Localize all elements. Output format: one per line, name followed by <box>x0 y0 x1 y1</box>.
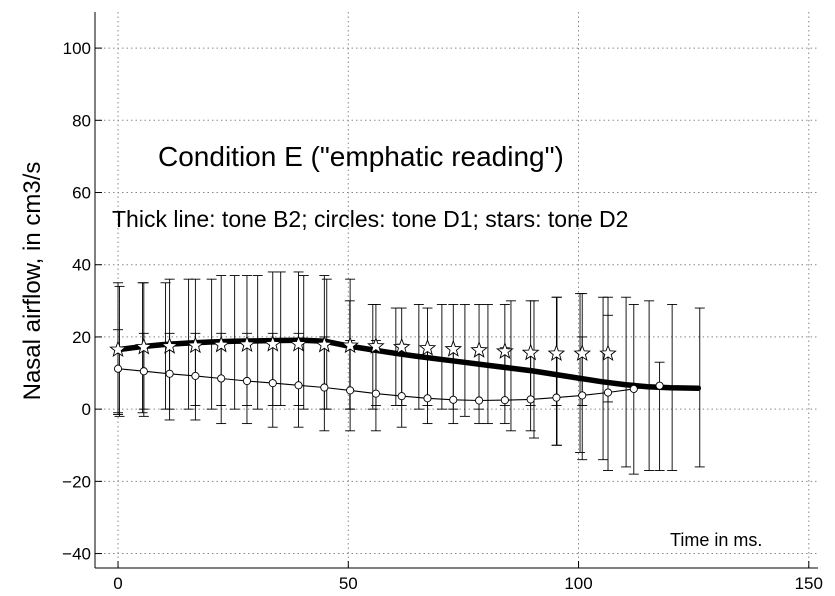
star-marker <box>547 344 566 362</box>
star-marker <box>367 337 385 354</box>
y-tick-label: −20 <box>62 472 91 491</box>
star-marker <box>186 336 205 354</box>
y-axis-label: Nasal airflow, in cm3/s <box>19 162 46 401</box>
x-tick-label: 0 <box>113 574 122 593</box>
y-tick-label: −40 <box>62 545 91 564</box>
star-marker <box>392 337 411 355</box>
x-tick-label: 100 <box>564 574 592 593</box>
circle-marker <box>423 394 432 403</box>
circle-marker <box>320 383 329 392</box>
y-tick-label: 20 <box>72 328 91 347</box>
circle-marker <box>475 396 484 405</box>
y-tick-label: 40 <box>72 256 91 275</box>
y-tick-label: 100 <box>63 39 91 58</box>
x-axis-label: Time in ms. <box>670 530 762 550</box>
y-tick-label: 0 <box>82 400 91 419</box>
circle-marker <box>603 388 613 397</box>
y-tick-label: 80 <box>72 111 91 130</box>
star-marker <box>599 344 617 362</box>
circle-marker <box>139 367 148 376</box>
star-marker <box>160 337 179 354</box>
axes <box>94 12 818 569</box>
star-marker <box>418 338 437 356</box>
circle-marker <box>526 395 535 404</box>
circle-marker <box>397 392 406 401</box>
y-tick-label: 60 <box>72 184 91 203</box>
star-marker <box>134 337 153 355</box>
circle-marker <box>371 389 380 398</box>
series-lines <box>115 337 702 402</box>
circle-marker <box>113 364 123 373</box>
error-bars <box>113 271 705 475</box>
circle-marker <box>578 391 587 400</box>
star-marker <box>444 339 463 357</box>
star-marker <box>315 335 334 353</box>
condition-annotation: Condition E ("emphatic reading") <box>158 141 564 172</box>
star-marker <box>573 344 592 362</box>
legend-note-annotation: Thick line: tone B2; circles: tone D1; s… <box>112 206 628 232</box>
series-line-thin <box>117 368 661 402</box>
circle-marker <box>268 379 277 388</box>
circle-marker <box>165 369 174 378</box>
star-marker <box>495 342 514 359</box>
star-marker <box>521 343 540 361</box>
circle-marker <box>500 396 509 405</box>
circle-marker <box>191 371 200 380</box>
grid <box>95 12 818 568</box>
star-marker <box>238 335 256 353</box>
star-marker <box>470 340 488 358</box>
star-marker <box>289 334 308 352</box>
x-tick-label: 150 <box>795 574 823 593</box>
circle-marker <box>294 381 303 390</box>
circle-marker <box>629 384 638 393</box>
star-marker <box>212 335 231 353</box>
tick-labels: −40 −20 0 20 40 60 80 100 0 50 100 150 <box>62 39 823 593</box>
circle-marker <box>346 386 355 395</box>
star-marker <box>109 340 127 358</box>
circle-marker <box>552 393 561 402</box>
series-line-thick <box>115 337 702 391</box>
star-marker <box>341 336 359 354</box>
circle-marker <box>449 395 458 404</box>
series-markers <box>109 334 664 405</box>
x-tick-label: 50 <box>339 574 358 593</box>
circle-marker <box>217 374 226 383</box>
star-marker <box>263 334 282 352</box>
circle-marker <box>242 376 252 386</box>
circle-marker <box>655 381 664 390</box>
